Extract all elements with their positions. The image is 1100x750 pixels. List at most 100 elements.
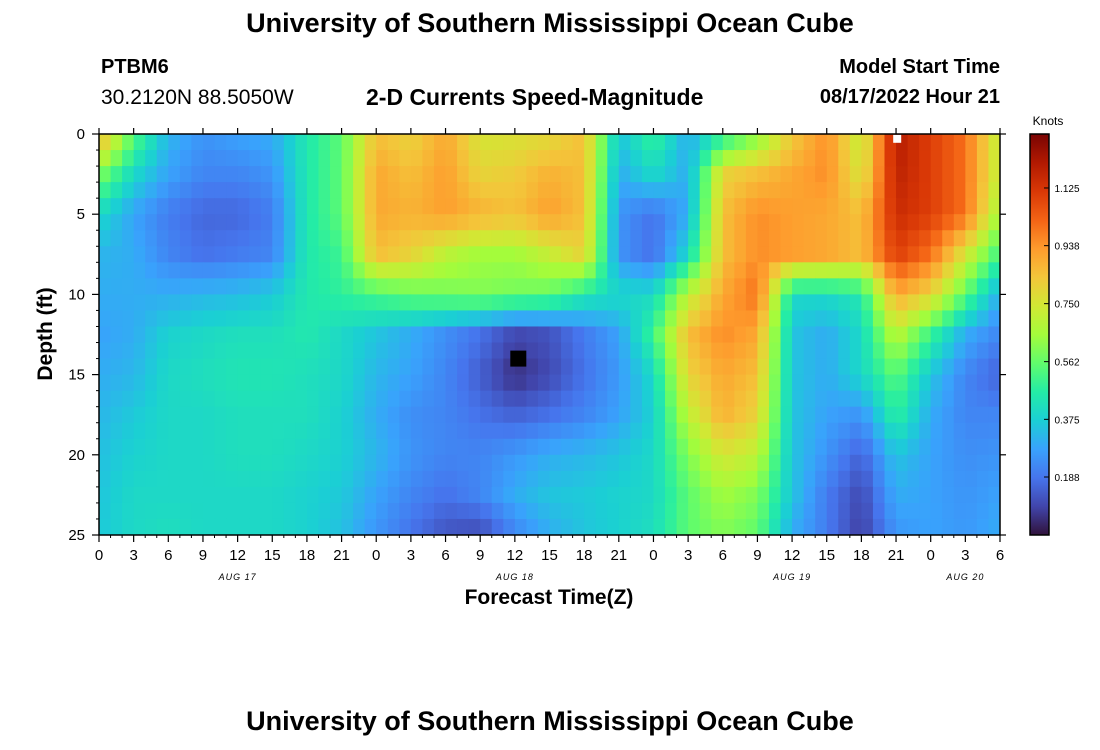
- x-tick-label: 3: [961, 547, 969, 564]
- heatmap-cell: [468, 214, 481, 231]
- heatmap-cell: [202, 214, 216, 231]
- heatmap-cell: [872, 406, 886, 424]
- heatmap-cell: [711, 182, 724, 199]
- heatmap-cell: [99, 358, 112, 376]
- heatmap-cell: [699, 470, 712, 488]
- heatmap-cell: [179, 214, 193, 231]
- heatmap-cell: [734, 166, 747, 183]
- heatmap-cell: [653, 374, 666, 392]
- heatmap-cell: [745, 214, 759, 231]
- heatmap-cell: [549, 198, 562, 215]
- heatmap-cell: [514, 278, 527, 295]
- heatmap-cell: [745, 342, 759, 360]
- heatmap-cell: [930, 342, 943, 360]
- heatmap-cell: [202, 486, 216, 504]
- heatmap-cell: [653, 134, 666, 151]
- heatmap-cell: [641, 454, 655, 472]
- heatmap-cell: [688, 470, 701, 488]
- heatmap-cell: [249, 310, 262, 328]
- heatmap-cell: [537, 502, 551, 520]
- heatmap-cell: [861, 422, 874, 440]
- heatmap-cell: [330, 502, 343, 520]
- heatmap-cell: [872, 374, 886, 392]
- heatmap-cell: [607, 246, 620, 263]
- heatmap-cell: [526, 214, 539, 231]
- heatmap-cell: [549, 454, 562, 472]
- heatmap-cell: [757, 470, 770, 488]
- heatmap-cell: [306, 438, 320, 456]
- heatmap-cell: [676, 374, 689, 392]
- heatmap-cell: [272, 214, 285, 231]
- heatmap-cell: [919, 294, 932, 312]
- heatmap-cell: [249, 422, 262, 440]
- heatmap-cell: [214, 422, 227, 440]
- y-tick-label: 15: [68, 367, 85, 384]
- heatmap-cell: [653, 262, 666, 279]
- heatmap-cell: [353, 294, 366, 312]
- heatmap-cell: [976, 198, 990, 215]
- heatmap-cell: [214, 326, 227, 344]
- heatmap-cell: [965, 166, 978, 183]
- heatmap-cell: [145, 326, 158, 344]
- heatmap-cell: [353, 422, 366, 440]
- heatmap-cell: [133, 470, 146, 488]
- heatmap-cell: [584, 246, 597, 263]
- heatmap-cell: [584, 342, 597, 360]
- heatmap-cell: [549, 406, 562, 424]
- heatmap-cell: [237, 326, 250, 344]
- heatmap-cell: [757, 342, 770, 360]
- heatmap-cell: [884, 278, 897, 295]
- heatmap-cell: [988, 166, 1000, 183]
- x-tick-label: 3: [407, 547, 415, 564]
- heatmap-cell: [226, 150, 239, 167]
- heatmap-cell: [237, 182, 250, 199]
- heatmap-cell: [896, 166, 909, 183]
- heatmap-cell: [330, 166, 343, 183]
- heatmap-cell: [272, 198, 285, 215]
- heatmap-cell: [283, 294, 296, 312]
- heatmap-cell: [872, 182, 886, 199]
- heatmap-cell: [595, 246, 608, 263]
- heatmap-cell: [260, 390, 273, 408]
- heatmap-cell: [480, 518, 493, 535]
- heatmap-cell: [676, 422, 689, 440]
- heatmap-cell: [595, 262, 608, 279]
- heatmap-cell: [665, 422, 678, 440]
- heatmap-cell: [919, 342, 932, 360]
- heatmap-cell: [295, 214, 308, 231]
- heatmap-cell: [445, 342, 458, 360]
- heatmap-cell: [156, 310, 169, 328]
- heatmap-cell: [457, 150, 470, 167]
- heatmap-cell: [318, 246, 331, 263]
- heatmap-cell: [330, 246, 343, 263]
- heatmap-cell: [191, 134, 204, 151]
- heatmap-cell: [815, 246, 828, 263]
- heatmap-cell: [607, 358, 620, 376]
- heatmap-cell: [618, 438, 631, 456]
- heatmap-cell: [526, 246, 539, 263]
- x-tick-label: 18: [576, 547, 593, 564]
- colorbar-tick-label: 0.375: [1054, 415, 1079, 426]
- heatmap-cell: [272, 166, 285, 183]
- heatmap-cell: [226, 246, 239, 263]
- heatmap-cell: [826, 438, 839, 456]
- heatmap-cell: [780, 262, 793, 279]
- heatmap-cell: [595, 310, 608, 328]
- heatmap-cell: [433, 134, 447, 151]
- heatmap-cell: [330, 294, 343, 312]
- heatmap-cell: [630, 390, 643, 408]
- heatmap-cell: [711, 374, 724, 392]
- heatmap-cell: [734, 486, 747, 504]
- heatmap-cell: [965, 374, 978, 392]
- heatmap-cell: [630, 182, 643, 199]
- x-tick-label: 3: [684, 547, 692, 564]
- heatmap-cell: [711, 342, 724, 360]
- heatmap-cell: [526, 358, 539, 376]
- heatmap-cell: [318, 518, 331, 535]
- heatmap-cell: [433, 262, 447, 279]
- heatmap-cell: [330, 326, 343, 344]
- heatmap-cell: [618, 134, 631, 151]
- heatmap-cell: [341, 262, 354, 279]
- heatmap-cell: [99, 246, 112, 263]
- heatmap-cell: [872, 214, 886, 231]
